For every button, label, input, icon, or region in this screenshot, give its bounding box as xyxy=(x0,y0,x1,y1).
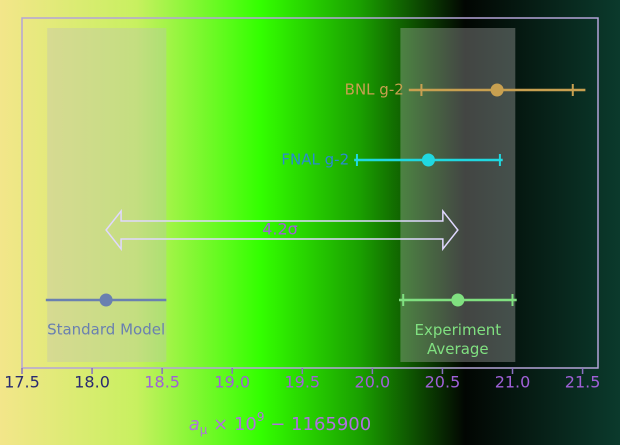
annotation: 4.2σ xyxy=(262,220,298,239)
x-label-base: a xyxy=(189,414,200,435)
series-label-line: Average xyxy=(427,340,489,358)
x-label-sup: 9 xyxy=(257,410,265,424)
point xyxy=(451,293,465,307)
series-label-line: Experiment xyxy=(415,321,502,339)
point xyxy=(99,293,113,307)
x-tick-label: 21.5 xyxy=(565,373,601,392)
x-tick-label: 19.5 xyxy=(284,373,320,392)
x-tick-label: 20.5 xyxy=(425,373,461,392)
point xyxy=(421,153,435,167)
x-label-mid: × 10 xyxy=(207,414,256,435)
series-label: BNL g-2 xyxy=(345,81,404,99)
plot-frame xyxy=(21,17,599,369)
band xyxy=(47,28,167,362)
x-tick-label: 19.0 xyxy=(214,373,250,392)
band xyxy=(400,28,516,362)
series-label: Experiment Average xyxy=(415,321,502,358)
point xyxy=(490,83,504,97)
sigma-arrow xyxy=(105,208,459,252)
x-tick-label: 18.0 xyxy=(74,373,110,392)
x-tick-label: 18.5 xyxy=(144,373,180,392)
x-axis-label: aμ × 109 − 1165900 xyxy=(189,410,371,437)
x-label-end: − 1165900 xyxy=(265,414,372,435)
x-tick-label: 20.0 xyxy=(355,373,391,392)
series-label: FNAL g-2 xyxy=(281,151,349,169)
x-label-sub: μ xyxy=(200,423,208,437)
series-label: Standard Model xyxy=(47,321,165,339)
x-tick-label: 21.0 xyxy=(495,373,531,392)
x-tick-label: 17.5 xyxy=(4,373,40,392)
